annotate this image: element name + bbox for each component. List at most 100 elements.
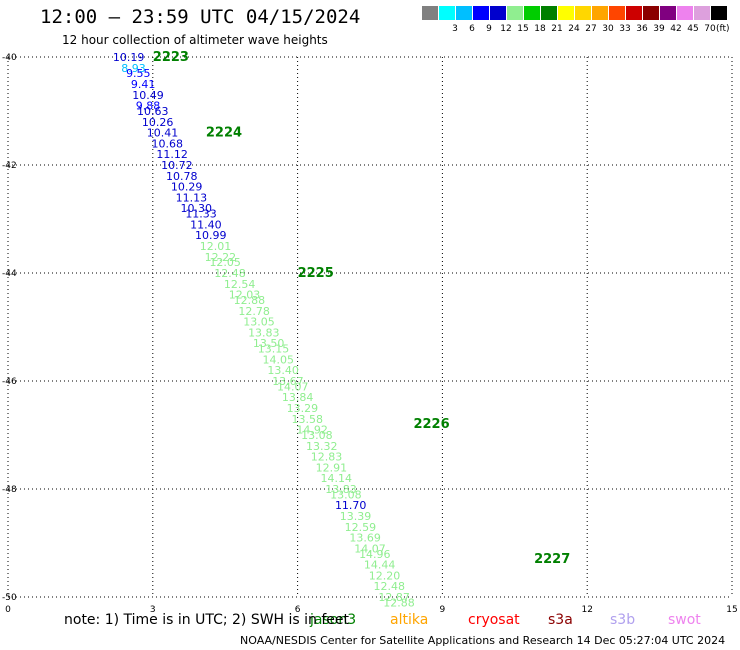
legend-bin-label: 27 <box>585 24 597 34</box>
legend-swatch <box>558 6 574 20</box>
wave-height-point: 8.93 <box>121 62 146 75</box>
wave-height-point: 13.40 <box>267 364 299 377</box>
wave-height-point: 12.22 <box>205 251 237 264</box>
legend-swatch <box>677 6 693 20</box>
legend-swatch <box>643 6 659 20</box>
credit-line: NOAA/NESDIS Center for Satellite Applica… <box>240 634 726 647</box>
wave-height-point: 10.30 <box>180 202 212 215</box>
pass-number-label: 2226 <box>413 417 449 432</box>
legend-swatch <box>660 6 676 20</box>
wave-height-point: 14.96 <box>359 548 391 561</box>
legend-swatch <box>507 6 523 20</box>
wave-height-point: 10.72 <box>161 159 193 172</box>
legend-swatch <box>439 6 455 20</box>
legend-bin-label: 9 <box>486 24 492 34</box>
satellite-legend: jason3 altika cryosat s3a s3b swot <box>0 612 740 630</box>
wave-height-point: 13.05 <box>243 316 275 329</box>
wave-height-point: 14.05 <box>263 353 295 366</box>
wave-height-point: 14.14 <box>320 472 352 485</box>
y-tick-label: -42 <box>2 161 17 171</box>
satellite-label: s3a <box>548 612 573 628</box>
legend-bin-label: 70 <box>704 24 716 34</box>
legend-bin-label: 24 <box>568 24 580 34</box>
wave-height-point: 13.29 <box>287 402 319 415</box>
legend-swatch <box>711 6 727 20</box>
wave-height-point: 10.63 <box>137 105 169 118</box>
wave-height-point: 11.12 <box>156 148 188 161</box>
wave-height-point: 13.15 <box>258 343 290 356</box>
wave-height-point: 13.69 <box>349 532 381 545</box>
legend-bin-label: 45 <box>687 24 699 34</box>
wave-height-point: 13.67 <box>272 375 304 388</box>
wave-height-point: 14.92 <box>296 424 328 437</box>
wave-height-point: 12.48 <box>374 580 406 593</box>
wave-height-point: 12.05 <box>209 256 241 269</box>
y-tick-label: -40 <box>2 53 17 63</box>
wave-height-point: 12.03 <box>229 289 261 302</box>
legend-swatch <box>490 6 506 20</box>
wave-height-point: 10.26 <box>142 116 174 129</box>
wave-height-point: 13.83 <box>325 483 357 496</box>
satellite-label: s3b <box>610 612 636 628</box>
wave-height-point: 10.78 <box>166 170 198 183</box>
wave-height-point: 12.91 <box>316 461 348 474</box>
pass-number-label: 2227 <box>534 552 570 567</box>
wave-height-point: 10.99 <box>195 229 227 242</box>
legend-bin-label: 33 <box>619 24 631 34</box>
legend-swatch <box>473 6 489 20</box>
wave-height-point: 12.78 <box>238 305 270 318</box>
satellite-label: swot <box>668 612 701 628</box>
pass-number-label: 2224 <box>206 126 242 141</box>
pass-number-label: 2225 <box>298 266 334 281</box>
wave-height-point: 12.48 <box>214 267 246 280</box>
wave-height-point: 10.19 <box>113 51 145 64</box>
legend-bin-label: 39 <box>653 24 665 34</box>
legend-swatch <box>609 6 625 20</box>
legend-swatch <box>694 6 710 20</box>
wave-height-point: 12.87 <box>378 591 410 604</box>
x-tick-label: 15 <box>726 605 737 612</box>
legend-bin-label: 42 <box>670 24 682 34</box>
legend-swatch <box>456 6 472 20</box>
wave-height-point: 12.59 <box>345 521 377 534</box>
wave-height-point: 13.58 <box>292 413 324 426</box>
x-tick-label: 9 <box>440 605 446 612</box>
satellite-label: altika <box>390 612 429 628</box>
y-tick-label: -46 <box>2 377 17 387</box>
wave-height-point: 13.08 <box>301 429 333 442</box>
legend-swatch <box>626 6 642 20</box>
legend-bin-label: 36 <box>636 24 648 34</box>
wave-height-point: 13.32 <box>306 440 338 453</box>
legend-bin-label: 15 <box>517 24 529 34</box>
legend-bin-label: 6 <box>469 24 475 34</box>
wave-height-point: 10.68 <box>152 137 184 150</box>
wave-height-point: 13.84 <box>282 391 314 404</box>
wave-height-point: 10.41 <box>147 127 179 140</box>
wave-height-point: 13.83 <box>248 326 280 339</box>
satellite-label: jason3 <box>310 612 357 628</box>
wave-height-point: 9.88 <box>136 100 161 113</box>
legend-bin-label: 12 <box>500 24 512 34</box>
y-tick-label: -50 <box>2 593 17 603</box>
legend-swatch <box>592 6 608 20</box>
legend-swatch <box>422 6 438 20</box>
legend-unit: (ft) <box>716 24 730 34</box>
wave-height-point: 12.20 <box>369 569 401 582</box>
legend-swatch <box>524 6 540 20</box>
chart-subtitle: 12 hour collection of altimeter wave hei… <box>62 33 328 47</box>
legend-bin-label: 3 <box>452 24 458 34</box>
satellite-label: cryosat <box>468 612 520 628</box>
wave-height-point: 14.07 <box>277 380 309 393</box>
wave-height-point: 10.49 <box>132 89 164 102</box>
wave-height-point: 13.08 <box>330 488 362 501</box>
footer-note: note: 1) Time is in UTC; 2) SWH is in fe… <box>64 612 350 628</box>
wave-height-plot: 0 3 6 9 12 15-40-42-44-46-48-5010.198.939.559… <box>2 50 738 612</box>
wave-height-point: 13.39 <box>340 510 372 523</box>
wave-height-point: 11.40 <box>190 218 222 231</box>
legend-swatch <box>575 6 591 20</box>
legend-bin-label: 30 <box>602 24 614 34</box>
legend-bin-label: 18 <box>534 24 546 34</box>
x-tick-label: 6 <box>295 605 301 612</box>
wave-height-point: 12.88 <box>234 294 266 307</box>
wave-height-point: 14.44 <box>364 559 396 572</box>
